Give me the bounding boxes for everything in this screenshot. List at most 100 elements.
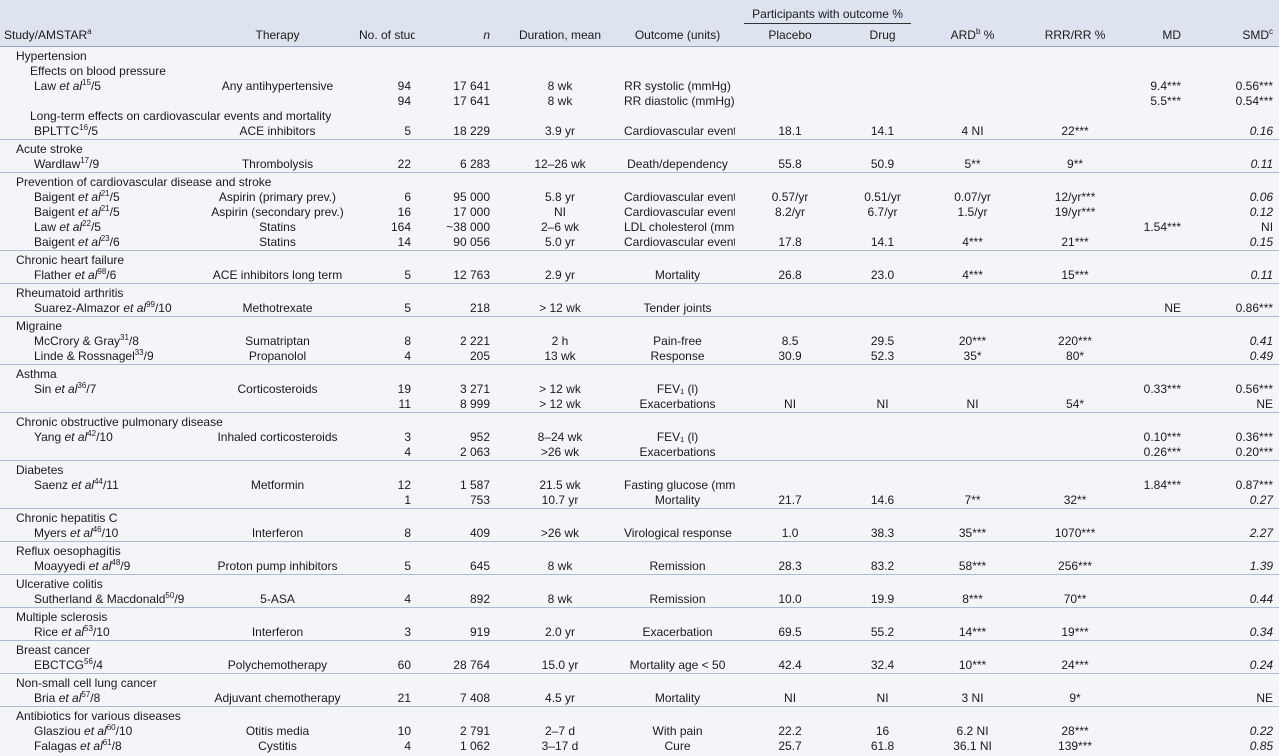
study-et-al: et al <box>71 478 95 492</box>
table-cell <box>1125 592 1185 608</box>
table-cell: Fasting glucose (mmol/l) <box>624 478 736 492</box>
study-author: Flather <box>34 268 72 282</box>
header-span: Participants with outcome % <box>735 0 920 24</box>
data-row: Yang et al42/10 Inhaled corticosteroids 3 9… <box>0 430 1279 445</box>
study-author: Rice <box>34 625 59 639</box>
study-amstar: /9 <box>120 559 131 573</box>
table-cell: 12 <box>397 478 411 492</box>
table-cell: 28 764 <box>453 658 490 672</box>
table-cell: 55.8 <box>778 157 802 171</box>
study-cell: McCrory & Gray31/8 <box>0 334 200 349</box>
table-cell: Adjuvant chemotherapy <box>214 691 341 705</box>
study-cell: Baigent et al23/6 <box>0 235 200 251</box>
table-cell: 18.1 <box>778 124 802 138</box>
table-cell: 3 <box>404 625 411 639</box>
study-cell <box>0 493 200 509</box>
table-body: Hypertension Effects on blood pressure Law… <box>0 46 1279 755</box>
table-cell: 892 <box>469 592 490 606</box>
table-cell <box>1025 220 1125 235</box>
table-cell <box>920 79 1025 94</box>
table-cell: LDL cholesterol (mmol/l) <box>624 220 735 234</box>
table-cell: 90 056 <box>453 235 490 249</box>
study-cell: Suarez-Almazor et al99/10 <box>0 301 200 317</box>
table-cell: 36.1 NI <box>953 739 992 753</box>
table-cell <box>1025 382 1125 397</box>
study-cell: Flather et al98/6 <box>0 268 200 284</box>
group-title: Rheumatoid arthritis <box>0 283 1279 301</box>
study-author: EBCTCG <box>34 658 85 672</box>
table-cell: Interferon <box>251 526 304 540</box>
study-author: Baigent <box>34 205 75 219</box>
table-cell: 14.1 <box>870 235 895 249</box>
table-cell: Virological response <box>624 526 732 540</box>
table-cell: Mortality <box>654 691 701 705</box>
group-row: Hypertension <box>0 46 1279 64</box>
table-cell: 0.10*** <box>1143 430 1182 444</box>
table-cell <box>1125 268 1185 284</box>
table-cell: Death/dependency <box>627 157 728 171</box>
table-cell <box>735 301 845 317</box>
group-title: Ulcerative colitis <box>0 574 1279 592</box>
data-row: EBCTCG56/4 Polychemotherapy 60 28 764 15.0 y… <box>0 658 1279 674</box>
table-cell <box>845 79 920 94</box>
table-cell: 22.2 <box>778 724 802 738</box>
table-cell: 0.51/yr <box>864 190 901 204</box>
subgroup-row: Long-term effects on cardiovascular even… <box>0 109 1279 124</box>
study-amstar: /8 <box>90 691 101 705</box>
table-cell: Sumatriptan <box>245 334 310 348</box>
study-author: Saenz <box>34 478 69 492</box>
table-cell: 0.87*** <box>1235 478 1274 492</box>
group-title: Migraine <box>0 316 1279 334</box>
table-cell: 32** <box>1063 493 1087 507</box>
study-reference: 48 <box>111 559 121 567</box>
table-cell: 0.44 <box>1249 592 1274 606</box>
table-cell <box>920 220 1025 235</box>
table-cell: 4 <box>404 349 411 363</box>
table-cell: FEV₁ (l) <box>656 382 699 396</box>
table-cell: 8 999 <box>459 397 490 411</box>
table-cell: Thrombolysis <box>241 157 314 171</box>
study-cell <box>0 94 200 109</box>
table-cell: 94 <box>397 94 411 108</box>
table-cell: Remission <box>649 559 706 573</box>
table-cell: Propanolol <box>248 349 307 363</box>
table-cell: 0.57/yr <box>771 190 809 204</box>
data-row: Bria et al57/8 Adjuvant chemotherapy 21 7 4… <box>0 691 1279 707</box>
table-cell: FEV₁ (l) <box>656 430 699 444</box>
table-cell <box>735 478 845 493</box>
table-cell <box>1025 478 1125 493</box>
table-cell: Exacerbations <box>639 397 716 411</box>
table-cell: 10.0 <box>778 592 802 606</box>
table-cell: Any antihypertensive <box>221 79 334 93</box>
study-amstar: /11 <box>102 478 119 492</box>
table-cell: 0.24 <box>1249 658 1274 672</box>
table-cell: 54* <box>1066 397 1085 411</box>
subgroup-row: Effects on blood pressure <box>0 64 1279 79</box>
table-cell: 8 <box>404 334 411 348</box>
table-cell: 9.4*** <box>1150 79 1182 93</box>
data-row: Baigent et al21/5 Aspirin (secondary prev… <box>0 205 1279 220</box>
table-cell: Interferon <box>251 625 304 639</box>
study-reference: 57 <box>81 691 91 699</box>
study-et-al: et al <box>78 205 101 219</box>
table-cell: 21 <box>397 691 411 705</box>
table-cell <box>845 382 920 397</box>
study-amstar: /9 <box>174 592 185 606</box>
table-cell <box>735 382 845 397</box>
study-cell: BPLTTC16/5 <box>0 124 200 140</box>
table-cell: 0.85 <box>1249 739 1274 753</box>
table-cell: 4 <box>404 445 411 459</box>
table-cell: 0.20*** <box>1235 445 1274 459</box>
study-amstar: /6 <box>106 268 117 282</box>
table-cell: 0.11 <box>1250 268 1274 282</box>
table-cell: 12/yr*** <box>1054 190 1096 204</box>
table-cell: NI <box>876 691 889 705</box>
header-cell: Study/AMSTARa <box>0 24 200 47</box>
table-cell: 42.4 <box>778 658 802 672</box>
table-header: Participants with outcome % Study/AMSTAR… <box>0 0 1279 47</box>
table-cell: 3 NI <box>961 691 984 705</box>
table-cell: 10*** <box>958 658 987 672</box>
table-cell: 8.2/yr <box>775 205 806 219</box>
table-cell: 2.0 yr <box>544 625 575 639</box>
